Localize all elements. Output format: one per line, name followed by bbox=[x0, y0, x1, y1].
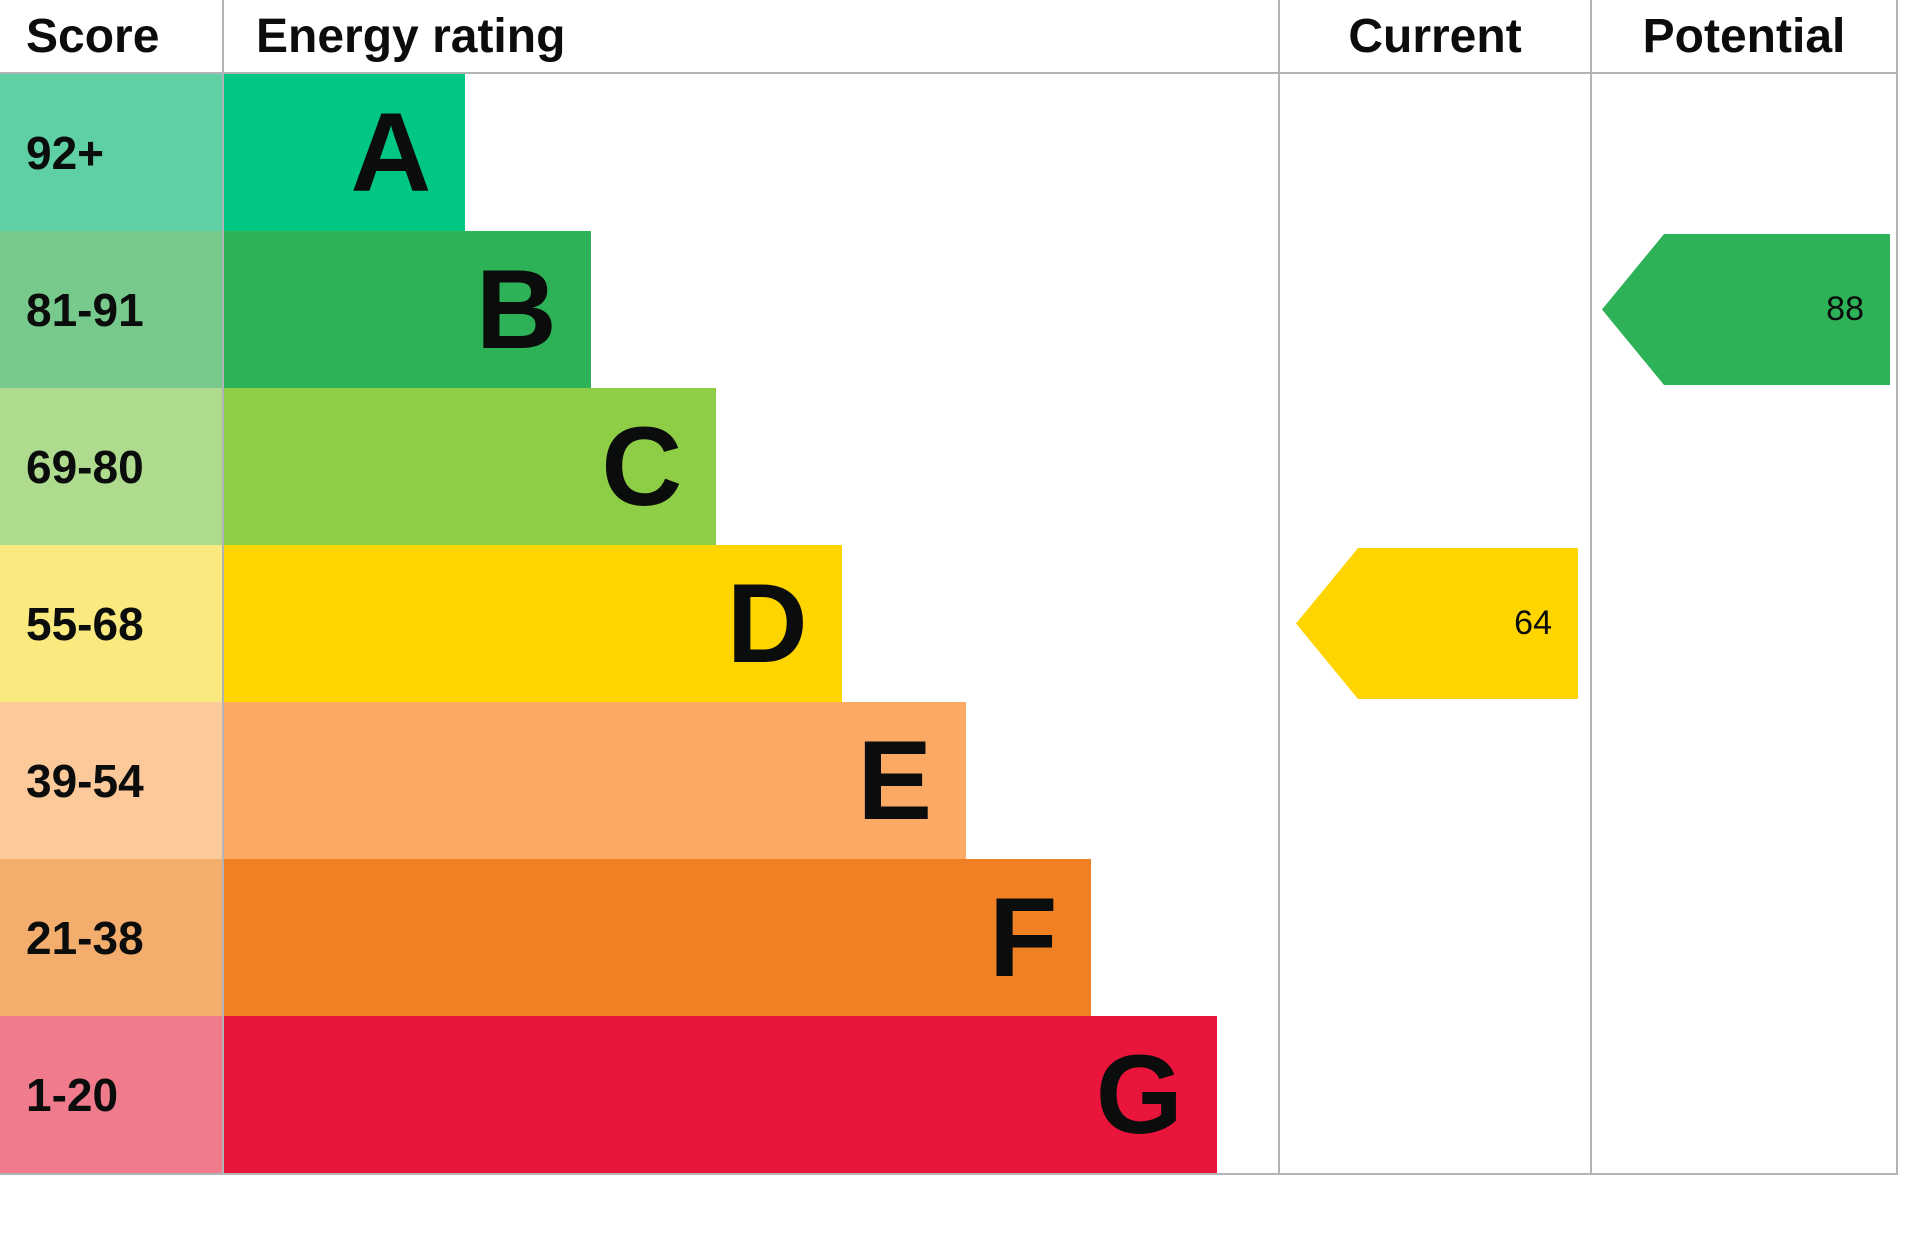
band-row-f: 21-38 F bbox=[0, 859, 1898, 1016]
rating-letter: A bbox=[350, 89, 432, 215]
band-rows: 92+ A 81-91 B bbox=[0, 74, 1898, 1175]
rating-cell-b: B bbox=[224, 231, 1280, 388]
rating-letter: C bbox=[601, 403, 683, 529]
score-range-g: 1-20 bbox=[0, 1016, 224, 1173]
header-cell-score: Score bbox=[0, 0, 224, 72]
rating-bar-e: E bbox=[224, 702, 967, 859]
potential-cell bbox=[1592, 702, 1898, 859]
score-range-label: 69-80 bbox=[26, 440, 144, 493]
score-range-label: 39-54 bbox=[26, 754, 144, 807]
band-row-d: 55-68 D 64 bbox=[0, 545, 1898, 702]
score-range-label: 1-20 bbox=[26, 1068, 119, 1121]
potential-cell bbox=[1592, 545, 1898, 702]
rating-cell-e: E bbox=[224, 702, 1280, 859]
band-row-a: 92+ A bbox=[0, 74, 1898, 231]
band-row-e: 39-54 E bbox=[0, 702, 1898, 859]
current-cell bbox=[1280, 859, 1592, 1016]
rating-letter: F bbox=[989, 874, 1058, 1000]
rating-cell-f: F bbox=[224, 859, 1280, 1016]
header-cell-energy-rating: Energy rating bbox=[224, 0, 1280, 72]
current-cell bbox=[1280, 231, 1592, 388]
potential-cell: 88 bbox=[1592, 231, 1898, 388]
band-row-c: 69-80 C bbox=[0, 388, 1898, 545]
score-range-e: 39-54 bbox=[0, 702, 224, 859]
potential-cell bbox=[1592, 74, 1898, 231]
current-cell bbox=[1280, 74, 1592, 231]
potential-column-header: Potential bbox=[1642, 9, 1846, 63]
potential-cell bbox=[1592, 388, 1898, 545]
score-range-label: 55-68 bbox=[26, 597, 144, 650]
rating-bar-b: B bbox=[224, 231, 591, 388]
header-cell-potential: Potential bbox=[1592, 0, 1898, 72]
potential-cell bbox=[1592, 859, 1898, 1016]
rating-letter: E bbox=[857, 717, 933, 843]
potential-marker: 88 bbox=[1602, 234, 1890, 385]
energy-rating-column-header: Energy rating bbox=[256, 9, 566, 63]
rating-cell-d: D bbox=[224, 545, 1280, 702]
header-cell-current: Current bbox=[1280, 0, 1592, 72]
score-range-c: 69-80 bbox=[0, 388, 224, 545]
score-range-label: 81-91 bbox=[26, 283, 144, 336]
rating-letter: B bbox=[475, 246, 557, 372]
rating-cell-g: G bbox=[224, 1016, 1280, 1173]
rating-bar-f: F bbox=[224, 859, 1092, 1016]
band-row-g: 1-20 G bbox=[0, 1016, 1898, 1173]
rating-cell-c: C bbox=[224, 388, 1280, 545]
current-column-header: Current bbox=[1348, 9, 1522, 63]
current-cell: 64 bbox=[1280, 545, 1592, 702]
score-range-label: 21-38 bbox=[26, 911, 144, 964]
rating-letter: G bbox=[1095, 1031, 1183, 1157]
current-marker: 64 bbox=[1296, 548, 1578, 699]
current-cell bbox=[1280, 1016, 1592, 1173]
rating-bar-c: C bbox=[224, 388, 717, 545]
score-column-header: Score bbox=[26, 9, 160, 63]
score-range-label: 92+ bbox=[26, 126, 105, 179]
current-cell bbox=[1280, 702, 1592, 859]
rating-bar-d: D bbox=[224, 545, 842, 702]
epc-grid: Score Energy rating Current Potential 92… bbox=[0, 0, 1898, 1175]
band-row-b: 81-91 B 88 bbox=[0, 231, 1898, 388]
header-row: Score Energy rating Current Potential bbox=[0, 0, 1898, 74]
rating-bar-a: A bbox=[224, 74, 466, 231]
current-cell bbox=[1280, 388, 1592, 545]
rating-cell-a: A bbox=[224, 74, 1280, 231]
rating-bar-g: G bbox=[224, 1016, 1217, 1173]
score-range-f: 21-38 bbox=[0, 859, 224, 1016]
potential-value: 88 bbox=[1826, 290, 1864, 328]
current-value: 64 bbox=[1514, 604, 1552, 642]
score-range-d: 55-68 bbox=[0, 545, 224, 702]
rating-letter: D bbox=[726, 560, 808, 686]
score-range-b: 81-91 bbox=[0, 231, 224, 388]
potential-cell bbox=[1592, 1016, 1898, 1173]
score-range-a: 92+ bbox=[0, 74, 224, 231]
